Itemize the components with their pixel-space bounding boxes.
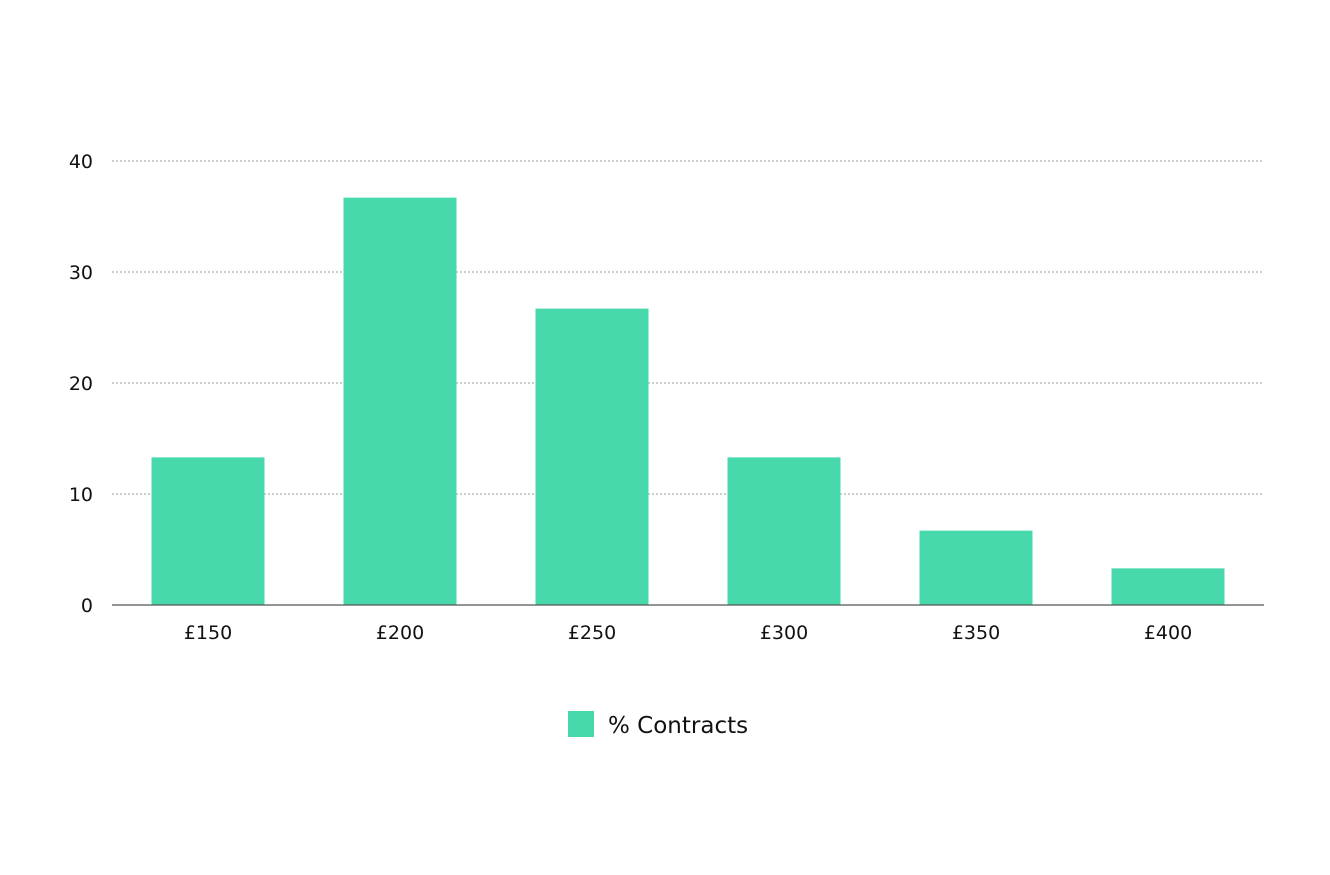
gridlines: [112, 160, 1264, 495]
x-tick-label: £300: [760, 622, 808, 644]
bar[interactable]: [535, 308, 649, 605]
legend-label: % Contracts: [608, 713, 748, 739]
y-tick-label: 20: [69, 373, 93, 395]
bar[interactable]: [919, 530, 1033, 605]
legend-swatch-icon: [568, 711, 594, 737]
x-tick-label: £350: [952, 622, 1000, 644]
legend[interactable]: % Contracts: [568, 711, 748, 739]
bars: [151, 197, 1225, 605]
x-axis-ticks: £150 £200 £250 £300 £350 £400: [184, 622, 1192, 644]
x-tick-label: £400: [1144, 622, 1192, 644]
y-tick-label: 10: [69, 484, 93, 506]
bar[interactable]: [727, 457, 841, 605]
bar[interactable]: [151, 457, 265, 605]
bar[interactable]: [343, 197, 457, 605]
y-tick-label: 40: [69, 151, 93, 173]
bar[interactable]: [1111, 568, 1225, 605]
y-axis-ticks: 0 10 20 30 40: [69, 151, 93, 617]
y-tick-label: 0: [81, 595, 93, 617]
x-tick-label: £150: [184, 622, 232, 644]
x-tick-label: £250: [568, 622, 616, 644]
x-tick-label: £200: [376, 622, 424, 644]
y-tick-label: 30: [69, 262, 93, 284]
